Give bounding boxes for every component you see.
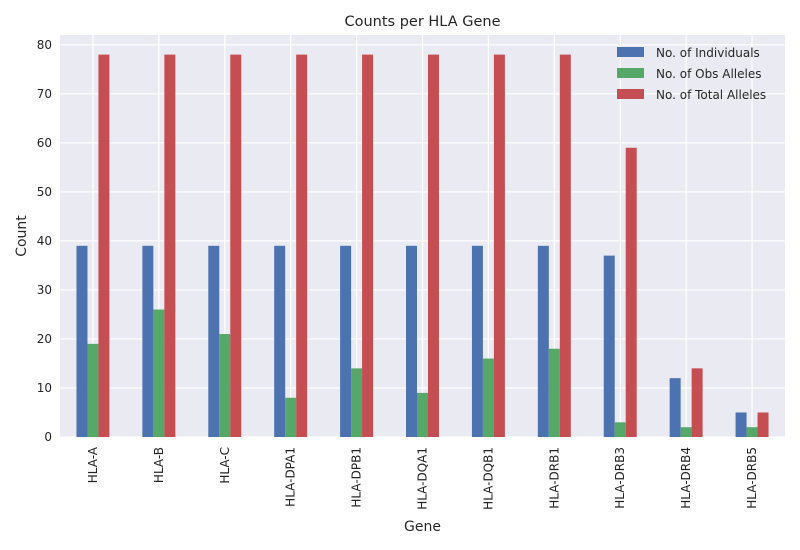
bar [230,54,242,438]
y-tick-label: 10 [37,381,52,395]
x-tick-label: HLA-DRB5 [745,447,759,509]
bar [87,343,99,437]
legend-label: No. of Total Alleles [656,88,766,102]
bar [548,348,560,437]
legend-swatch [617,47,644,57]
y-tick-label: 0 [44,430,52,444]
legend-swatch [617,89,644,99]
bar [153,309,165,437]
bar [746,427,758,437]
bar [691,368,703,437]
y-tick-labels: 0 10 20 30 40 50 60 70 80 [37,38,52,444]
bar [164,54,176,438]
x-tick-label: HLA-DRB4 [679,447,693,509]
bar [274,245,286,437]
bar [340,245,352,437]
bars [76,54,769,438]
y-axis-label: Count [14,215,30,257]
bar [427,54,439,438]
bar [482,358,494,437]
x-axis-label: Gene [404,519,441,535]
chart-title: Counts per HLA Gene [344,14,500,30]
x-tick-label: HLA-DQA1 [416,447,430,510]
x-tick-label: HLA-DPB1 [350,447,364,508]
bar [98,54,110,438]
bar [351,368,363,437]
legend: No. of Individuals No. of Obs Alleles No. … [617,46,766,102]
y-tick-label: 50 [37,185,52,199]
y-tick-label: 40 [37,234,52,248]
x-tick-label: HLA-B [152,447,166,483]
bar [76,245,88,437]
bar [735,412,747,437]
legend-label: No. of Obs Alleles [656,67,761,81]
bar [493,54,505,438]
x-tick-label: HLA-DPA1 [284,447,298,507]
bar [285,397,297,437]
bar [471,245,483,437]
bar [406,245,418,437]
bar [625,147,637,437]
bar [614,422,626,437]
x-tick-label: HLA-DRB3 [613,447,627,509]
x-tick-label: HLA-DQB1 [481,447,495,510]
y-tick-label: 30 [37,283,52,297]
bar [680,427,692,437]
bar [219,334,231,437]
bar [208,245,220,437]
bar [417,392,428,437]
bar [537,245,549,437]
legend-swatch [617,68,644,78]
y-tick-label: 80 [37,38,52,52]
x-tick-label: HLA-DRB1 [547,447,561,509]
legend-label: No. of Individuals [656,46,760,60]
x-tick-labels: HLA-A HLA-B HLA-C HLA-DPA1 HLA-DPB1 HLA-DQA1 H… [86,446,759,510]
bar [559,54,571,438]
bar [296,54,308,438]
bar [362,54,374,438]
y-tick-label: 70 [37,87,52,101]
x-tick-label: HLA-C [218,447,232,484]
x-tick-label: HLA-A [86,446,100,483]
y-tick-label: 60 [37,136,52,150]
bar [603,255,615,437]
bar [142,245,154,437]
bar [669,378,681,437]
y-tick-label: 20 [37,332,52,346]
bar [757,412,769,437]
